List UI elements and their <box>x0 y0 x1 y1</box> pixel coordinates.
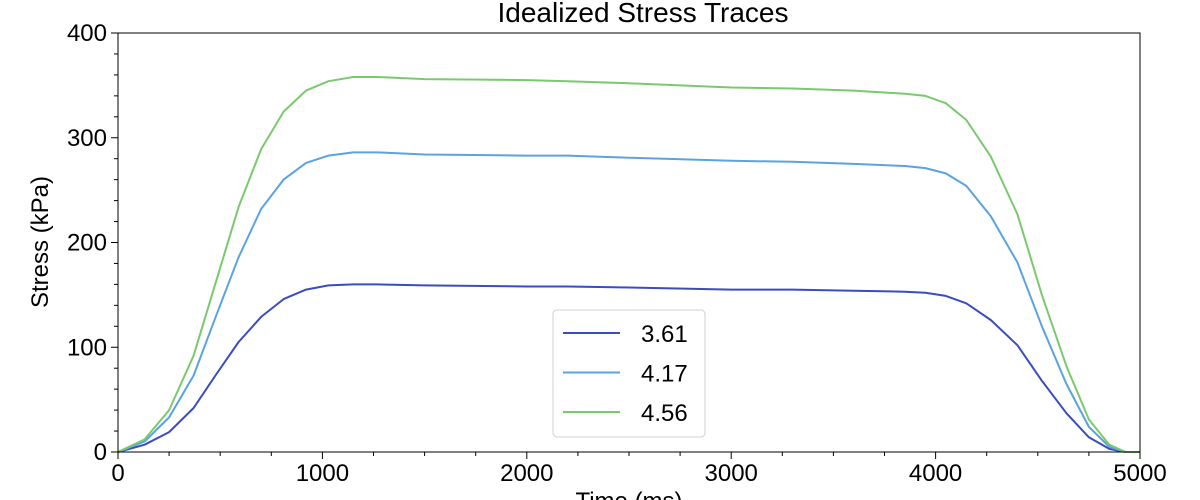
legend-label-2: 4.56 <box>641 400 688 427</box>
y-tick-label: 0 <box>94 439 107 466</box>
y-axis-title: Stress (kPa) <box>27 176 54 308</box>
x-tick-label: 2000 <box>500 460 553 487</box>
x-tick-label: 3000 <box>705 460 758 487</box>
axis-ticks: 0 1000 2000 3000 4000 5000 0 100 200 300 400 <box>67 20 1167 487</box>
y-tick-label: 200 <box>67 230 107 257</box>
legend-label-1: 4.17 <box>641 361 688 388</box>
series-line-0 <box>117 283 1140 453</box>
y-tick-label: 300 <box>67 125 107 152</box>
x-axis-title: Time (ms) <box>575 488 682 500</box>
x-tick-label: 0 <box>111 460 124 487</box>
y-tick-label: 100 <box>67 334 107 361</box>
x-tick-label: 5000 <box>1113 460 1166 487</box>
legend-box <box>552 309 706 438</box>
y-tick-label: 400 <box>67 20 107 47</box>
legend: 3.61 4.17 4.56 <box>552 309 706 438</box>
series-lines <box>117 76 1140 453</box>
chart-title: Idealized Stress Traces <box>497 0 788 28</box>
series-line-2 <box>117 76 1140 453</box>
legend-label-0: 3.61 <box>641 321 688 348</box>
x-tick-label: 4000 <box>909 460 962 487</box>
x-tick-label: 1000 <box>296 460 349 487</box>
series-line-1 <box>117 151 1140 453</box>
